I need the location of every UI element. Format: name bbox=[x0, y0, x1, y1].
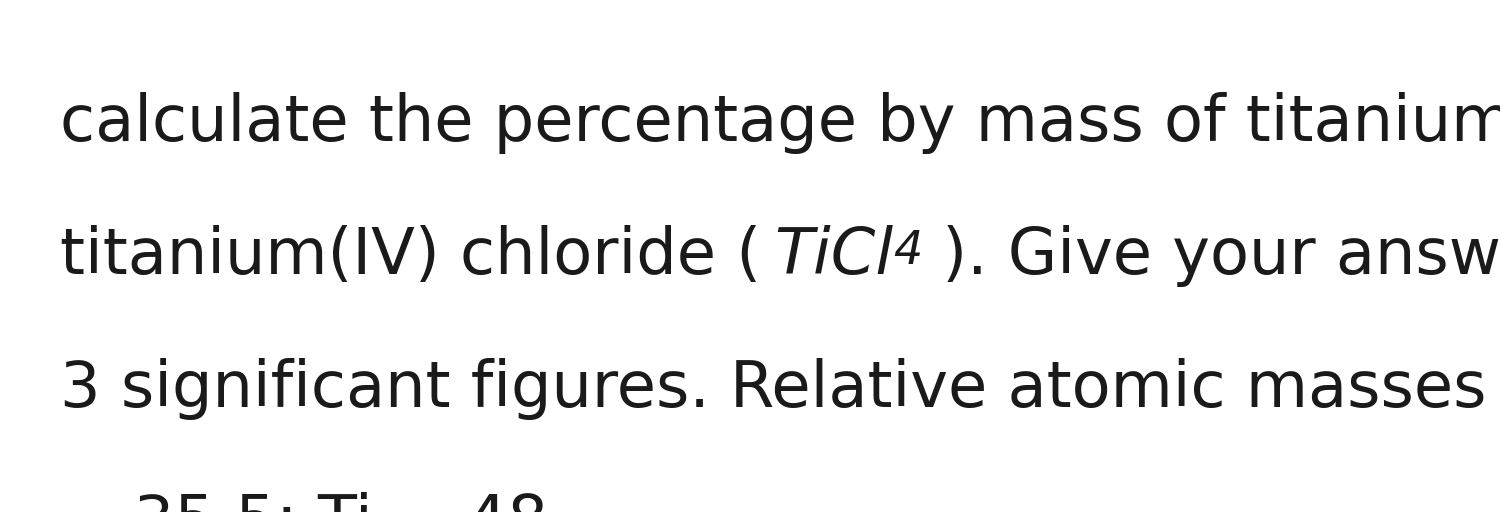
Text: calculate the percentage by mass of titanium in: calculate the percentage by mass of tita… bbox=[60, 92, 1500, 154]
Text: 3 significant figures. Relative atomic masses (Ar): Cl: 3 significant figures. Relative atomic m… bbox=[60, 358, 1500, 420]
Text: TiCl: TiCl bbox=[774, 225, 892, 287]
Text: titanium(IV) chloride (: titanium(IV) chloride ( bbox=[60, 225, 774, 287]
Text: = 35.5; Ti = 48: = 35.5; Ti = 48 bbox=[60, 492, 548, 512]
Text: ). Give your answer to: ). Give your answer to bbox=[922, 225, 1500, 287]
Text: 4: 4 bbox=[892, 228, 922, 273]
